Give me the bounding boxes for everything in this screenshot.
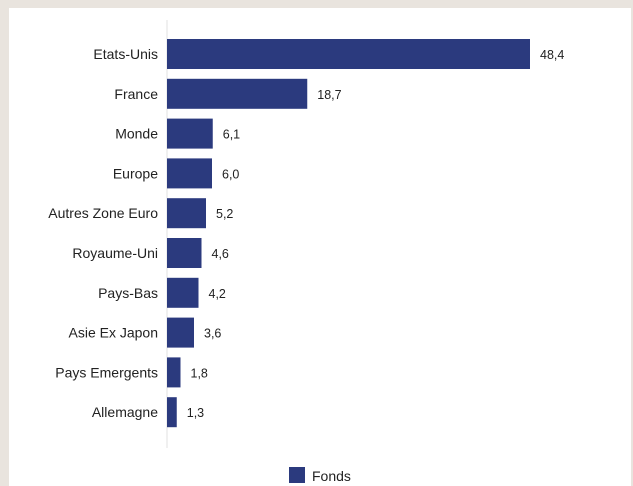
bar-monde <box>167 119 213 149</box>
bar-allemagne <box>167 397 177 427</box>
legend-swatch-fonds <box>289 467 305 483</box>
bar-pays-bas <box>167 278 199 308</box>
bar-asie-ex-japon <box>167 318 194 348</box>
bars-group: Etats-Unis 48,4 France 18,7 Monde 6,1 Europe 6,… <box>48 39 564 427</box>
value-label-pays-emergents: 1,8 <box>191 366 208 380</box>
value-label-europe: 6,0 <box>222 167 239 181</box>
category-label-europe: Europe <box>113 165 158 181</box>
category-label-asie-ex-japon: Asie Ex Japon <box>69 325 159 341</box>
value-label-autres-zone-euro: 5,2 <box>216 207 233 221</box>
value-label-etats-unis: 48,4 <box>540 48 564 62</box>
legend-label-fonds: Fonds <box>312 468 351 484</box>
bar-europe <box>167 158 212 188</box>
value-label-france: 18,7 <box>317 88 341 102</box>
value-label-asie-ex-japon: 3,6 <box>204 327 221 341</box>
bar-pays-emergents <box>167 357 181 387</box>
bar-autres-zone-euro <box>167 198 206 228</box>
value-label-royaume-uni: 4,6 <box>212 247 229 261</box>
category-label-france: France <box>114 86 158 102</box>
category-label-allemagne: Allemagne <box>92 404 158 420</box>
bar-france <box>167 79 307 109</box>
bar-royaume-uni <box>167 238 202 268</box>
category-label-royaume-uni: Royaume-Uni <box>72 245 158 261</box>
value-label-pays-bas: 4,2 <box>209 287 226 301</box>
value-label-monde: 6,1 <box>223 128 240 142</box>
category-label-pays-emergents: Pays Emergents <box>55 364 158 380</box>
legend: Fonds <box>289 467 351 484</box>
category-label-etats-unis: Etats-Unis <box>93 46 158 62</box>
bar-etats-unis <box>167 39 530 69</box>
category-label-monde: Monde <box>115 126 158 142</box>
value-label-allemagne: 1,3 <box>187 406 204 420</box>
category-label-pays-bas: Pays-Bas <box>98 285 158 301</box>
category-label-autres-zone-euro: Autres Zone Euro <box>48 205 158 221</box>
